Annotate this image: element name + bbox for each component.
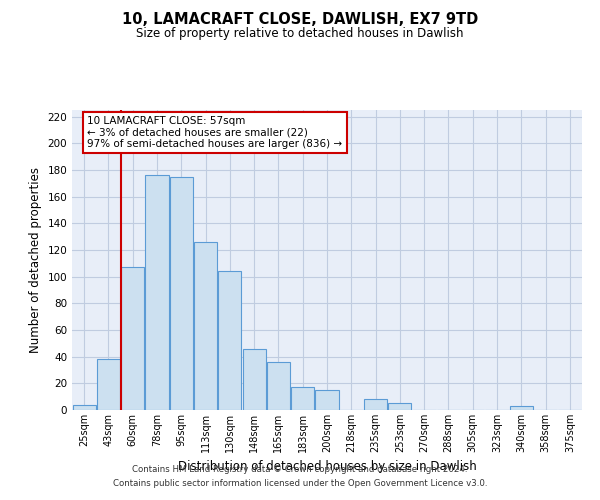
Bar (510, 406, 533, 410)
Bar (145, 176, 169, 410)
Bar (242, 348, 266, 410)
Text: 10, LAMACRAFT CLOSE, DAWLISH, EX7 9TD: 10, LAMACRAFT CLOSE, DAWLISH, EX7 9TD (122, 12, 478, 28)
Bar (388, 404, 412, 410)
Bar (170, 176, 193, 410)
Bar (218, 272, 241, 410)
Y-axis label: Number of detached properties: Number of detached properties (29, 167, 42, 353)
Text: 10 LAMACRAFT CLOSE: 57sqm
← 3% of detached houses are smaller (22)
97% of semi-d: 10 LAMACRAFT CLOSE: 57sqm ← 3% of detach… (88, 116, 343, 149)
Bar (291, 388, 314, 410)
Bar (267, 362, 290, 410)
Bar (73, 404, 95, 410)
Bar (194, 242, 217, 410)
Bar (97, 360, 120, 410)
Text: Size of property relative to detached houses in Dawlish: Size of property relative to detached ho… (136, 28, 464, 40)
Bar (316, 390, 338, 410)
Text: Contains HM Land Registry data © Crown copyright and database right 2024.
Contai: Contains HM Land Registry data © Crown c… (113, 466, 487, 487)
X-axis label: Distribution of detached houses by size in Dawlish: Distribution of detached houses by size … (178, 460, 476, 473)
Bar (364, 400, 387, 410)
Bar (121, 268, 144, 410)
